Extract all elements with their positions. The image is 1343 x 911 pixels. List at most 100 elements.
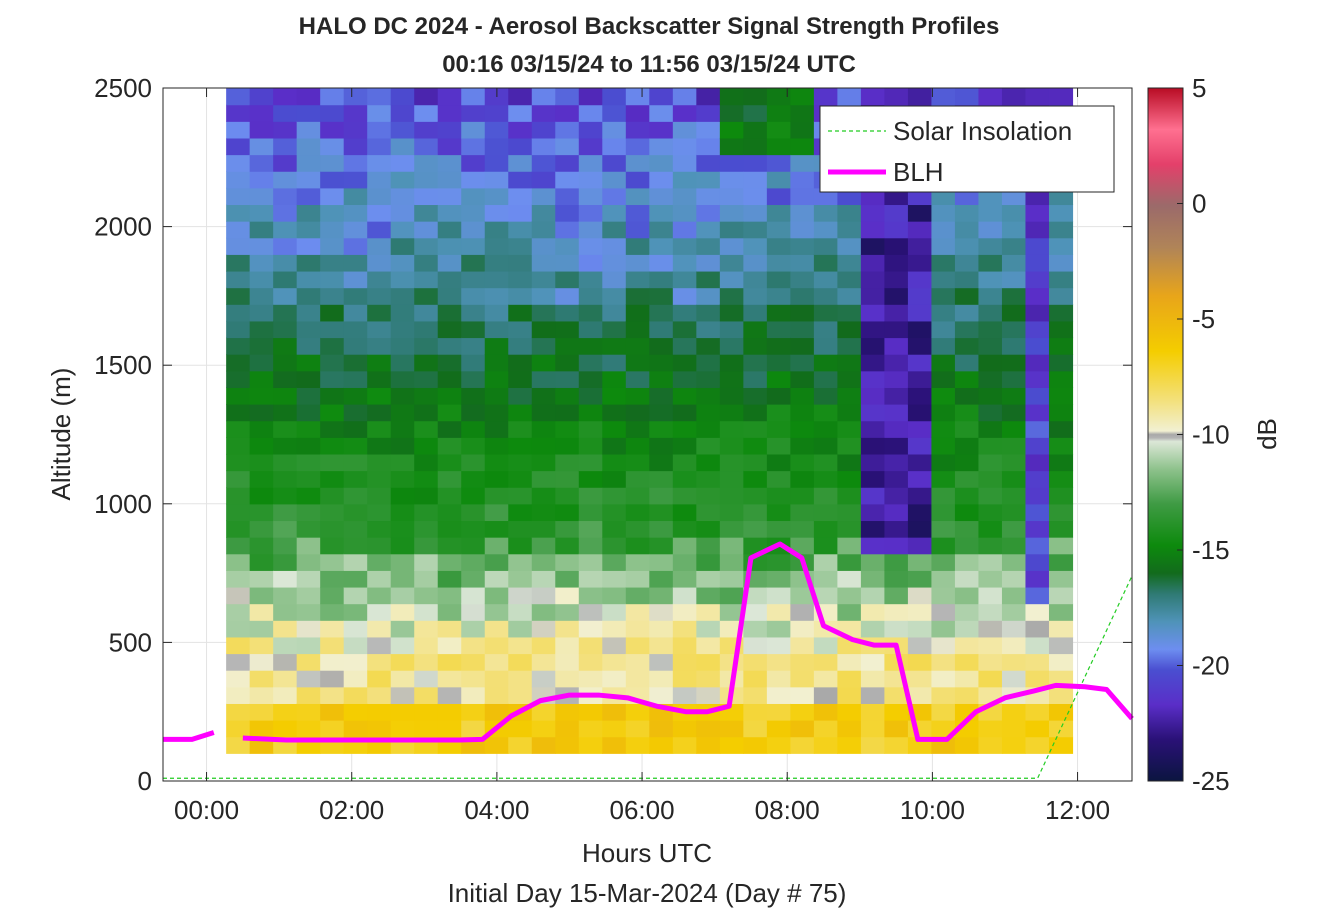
heatmap-cell — [766, 354, 791, 372]
heatmap-cell — [1025, 570, 1050, 588]
heatmap-cell — [860, 703, 886, 721]
heatmap-cell — [743, 453, 768, 472]
heatmap-cell — [296, 653, 321, 671]
heatmap-cell — [437, 187, 462, 206]
heatmap-cell — [390, 304, 415, 322]
heatmap-cell — [414, 287, 439, 305]
heatmap-cell — [555, 154, 580, 172]
heatmap-cell — [531, 470, 556, 488]
heatmap-cell — [1048, 204, 1074, 222]
heatmap-cell — [226, 387, 251, 405]
heatmap-cell — [343, 603, 368, 621]
heatmap-cell — [813, 720, 838, 738]
heatmap-cell — [766, 121, 791, 139]
heatmap-cell — [531, 270, 556, 289]
heatmap-cell — [625, 636, 650, 655]
heatmap-cell — [320, 537, 345, 555]
heatmap-cell — [696, 221, 721, 239]
heatmap-cell — [766, 703, 791, 721]
heatmap-cell — [320, 670, 345, 688]
heatmap-cell — [296, 320, 321, 339]
heatmap-cell — [296, 104, 321, 122]
heatmap-cell — [437, 420, 462, 438]
heatmap-cell — [414, 387, 439, 405]
heatmap-cell — [390, 437, 415, 455]
heatmap-cell — [860, 404, 886, 422]
heatmap-cell — [602, 237, 627, 255]
heatmap-cell — [508, 154, 533, 172]
heatmap-cell — [954, 88, 980, 106]
heatmap-cell — [837, 420, 862, 438]
heatmap-cell — [625, 104, 650, 122]
heatmap-cell — [696, 603, 721, 621]
heatmap-cell — [555, 254, 580, 272]
heatmap-cell — [343, 104, 368, 122]
heatmap-cell — [672, 470, 697, 488]
heatmap-cell — [837, 88, 862, 106]
heatmap-cell — [696, 720, 721, 738]
heatmap-cell — [531, 420, 556, 438]
heatmap-cell — [555, 520, 580, 538]
heatmap-cell — [531, 121, 556, 139]
heatmap-cell — [484, 121, 509, 139]
heatmap-cell — [602, 370, 627, 388]
heatmap-cell — [813, 570, 838, 588]
heatmap-cell — [954, 520, 980, 538]
heatmap-cell — [813, 470, 838, 488]
heatmap-cell — [390, 370, 415, 388]
heatmap-cell — [578, 437, 603, 455]
heatmap-cell — [884, 470, 909, 488]
heatmap-cell — [437, 537, 462, 555]
heatmap-cell — [1001, 88, 1027, 106]
heatmap-cell — [672, 736, 697, 754]
heatmap-cell — [813, 88, 838, 106]
heatmap-cell — [884, 703, 909, 721]
heatmap-cell — [625, 354, 650, 372]
heatmap-cell — [766, 503, 791, 522]
heatmap-cell — [343, 154, 368, 172]
heatmap-cell — [837, 570, 862, 588]
heatmap-cell — [696, 537, 721, 555]
heatmap-cell — [1025, 586, 1050, 605]
heatmap-cell — [672, 104, 697, 122]
heatmap-cell — [907, 653, 933, 671]
heatmap-cell — [320, 354, 345, 372]
heatmap-cell — [414, 237, 439, 255]
heatmap-cell — [226, 137, 251, 156]
heatmap-cell — [1048, 237, 1074, 255]
heatmap-cell — [320, 270, 345, 289]
heatmap-cell — [390, 653, 415, 671]
heatmap-cell — [954, 270, 980, 289]
heatmap-cell — [531, 553, 556, 571]
legend-label-solar-insolation: Solar Insolation — [893, 116, 1072, 146]
heatmap-cell — [672, 670, 697, 688]
heatmap-cell — [1048, 221, 1074, 239]
heatmap-cell — [813, 287, 838, 305]
heatmap-cell — [508, 171, 533, 189]
heatmap-cell — [954, 204, 980, 222]
heatmap-cell — [437, 603, 462, 621]
heatmap-cell — [343, 254, 368, 272]
heatmap-cell — [461, 603, 486, 621]
heatmap-cell — [226, 603, 251, 621]
heatmap-cell — [461, 537, 486, 555]
heatmap-cell — [555, 387, 580, 405]
heatmap-cell — [954, 287, 980, 305]
heatmap-cell — [743, 88, 768, 106]
heatmap-cell — [719, 320, 744, 339]
heatmap-cell — [320, 686, 345, 704]
heatmap-cell — [555, 270, 580, 289]
heatmap-cell — [954, 553, 980, 571]
heatmap-cell — [719, 88, 744, 106]
heatmap-cell — [367, 537, 392, 555]
heatmap-cell — [931, 304, 956, 322]
heatmap-cell — [273, 137, 298, 156]
heatmap-cell — [508, 370, 533, 388]
heatmap-cell — [484, 270, 509, 289]
heatmap-cell — [931, 636, 956, 655]
heatmap-cell — [226, 720, 251, 738]
heatmap-cell — [813, 487, 838, 505]
heatmap-cell — [296, 137, 321, 156]
heatmap-cell — [437, 653, 462, 671]
heatmap-cell — [273, 221, 298, 239]
